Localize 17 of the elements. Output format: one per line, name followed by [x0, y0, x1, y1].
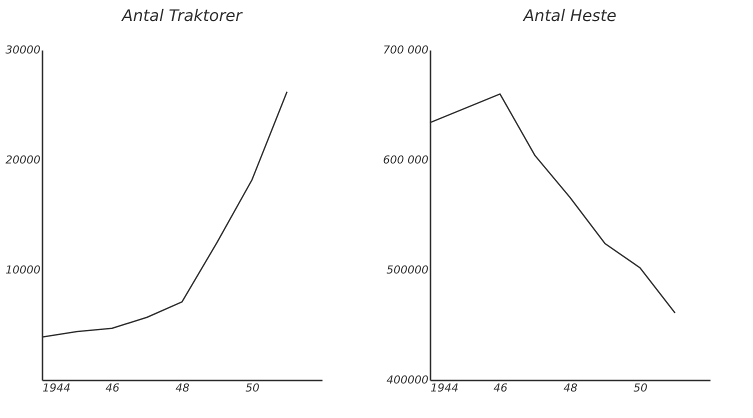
x-tick-label: 50	[634, 382, 648, 394]
x-tick-label: 50	[246, 382, 260, 394]
x-tick-label: 1944	[42, 382, 70, 394]
x-tick-label: 1944	[430, 382, 458, 394]
y-tick-label: 700 000	[383, 44, 428, 56]
y-tick-label: 400000	[386, 374, 428, 386]
y-tick-label: 30000	[6, 44, 40, 56]
y-tick-label: 20000	[6, 154, 40, 166]
x-tick-label: 46	[494, 382, 508, 394]
chart-title: Antal Heste	[522, 6, 617, 25]
y-tick-label: 500000	[386, 264, 428, 276]
y-tick-label: 10000	[6, 264, 40, 276]
y-tick-label: 600 000	[383, 154, 428, 166]
x-tick-label: 48	[176, 382, 190, 394]
x-tick-label: 46	[106, 382, 120, 394]
x-tick-label: 48	[564, 382, 578, 394]
chart-title: Antal Traktorer	[121, 6, 244, 25]
